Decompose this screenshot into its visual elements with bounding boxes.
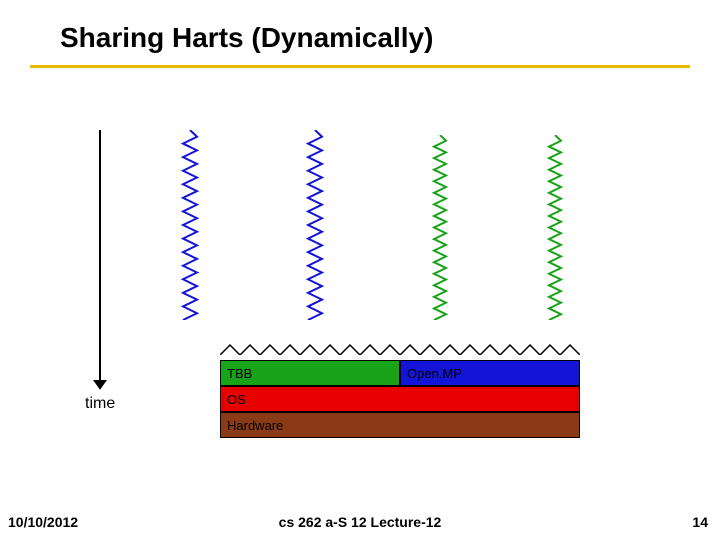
stack-zigzag-top (220, 343, 580, 355)
footer-page: 14 (692, 514, 708, 530)
stack-cell-0-1: Open.MP (400, 360, 580, 386)
stack-row-1: OS (220, 386, 580, 412)
stack-cell-2-0: Hardware (220, 412, 580, 438)
stack-cell-1-0: OS (220, 386, 580, 412)
stack-row-0: TBBOpen.MP (220, 360, 580, 386)
slide-title: Sharing Harts (Dynamically) (60, 22, 433, 54)
thread-squiggle-1 (305, 130, 325, 320)
stack-cell-0-0: TBB (220, 360, 400, 386)
layer-stack: TBBOpen.MPOSHardware (220, 342, 580, 438)
thread-squiggle-2 (431, 135, 449, 320)
stack-row-2: Hardware (220, 412, 580, 438)
time-arrow (90, 130, 110, 392)
thread-squiggle-0 (180, 130, 200, 320)
footer-center: cs 262 a-S 12 Lecture-12 (0, 514, 720, 530)
title-underline (30, 65, 690, 68)
time-label: time (85, 395, 115, 413)
thread-squiggle-3 (546, 135, 564, 320)
